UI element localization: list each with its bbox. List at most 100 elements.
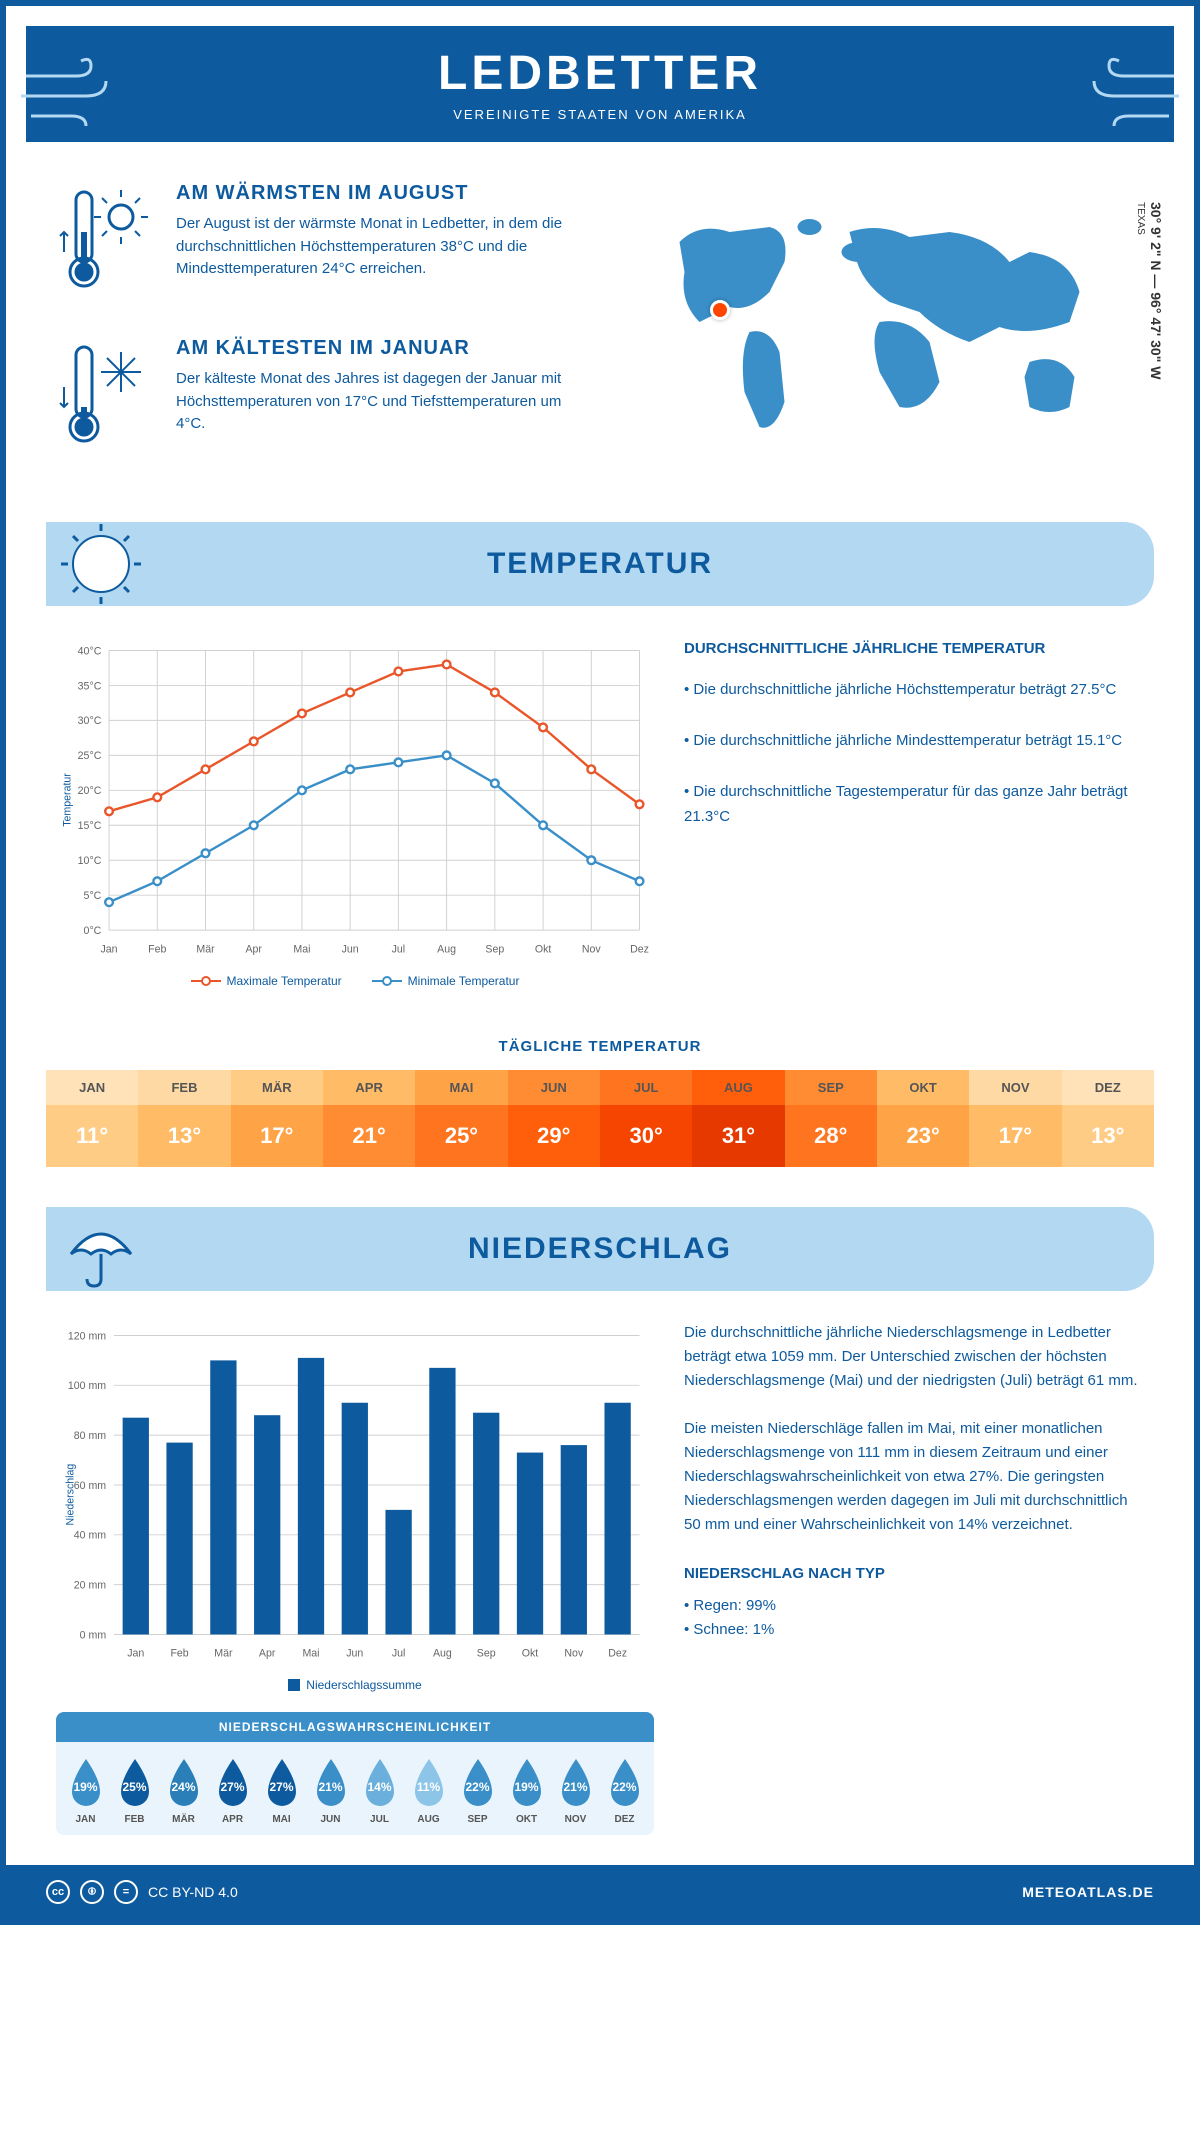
daily-temp-cell: FEB13° <box>138 1070 230 1167</box>
svg-text:Nov: Nov <box>564 1648 584 1660</box>
precip-summary: Die durchschnittliche jährliche Niedersc… <box>684 1321 1144 1835</box>
svg-text:Mai: Mai <box>302 1648 319 1660</box>
svg-text:Jan: Jan <box>127 1648 144 1660</box>
svg-text:0 mm: 0 mm <box>80 1629 107 1641</box>
svg-text:Feb: Feb <box>170 1648 188 1660</box>
probability-drop: 21%NOV <box>551 1757 600 1825</box>
svg-text:5°C: 5°C <box>84 890 102 902</box>
wind-icon-right <box>1064 56 1184 136</box>
main-container: LEDBETTER VEREINIGTE STAATEN VON AMERIKA… <box>0 0 1200 1925</box>
precipitation-probability: NIEDERSCHLAGSWAHRSCHEINLICHKEIT 19%JAN25… <box>56 1712 654 1835</box>
svg-text:Nov: Nov <box>582 943 602 955</box>
daily-temp-cell: MÄR17° <box>231 1070 323 1167</box>
precip-section-header: NIEDERSCHLAG <box>46 1207 1154 1291</box>
svg-text:Okt: Okt <box>535 943 552 955</box>
location-subtitle: VEREINIGTE STAATEN VON AMERIKA <box>46 107 1154 122</box>
temp-summary: DURCHSCHNITTLICHE JÄHRLICHE TEMPERATUR •… <box>684 636 1144 988</box>
svg-text:25°C: 25°C <box>78 750 102 762</box>
svg-text:Mär: Mär <box>214 1648 233 1660</box>
svg-text:Mär: Mär <box>196 943 215 955</box>
daily-temp-table: JAN11°FEB13°MÄR17°APR21°MAI25°JUN29°JUL3… <box>46 1070 1154 1167</box>
precipitation-chart: 0 mm 20 mm 40 mm 60 mm 80 mm 100 mm 120 mm Jan F… <box>56 1321 654 1692</box>
svg-text:10°C: 10°C <box>78 855 102 867</box>
temp-section-header: TEMPERATUR <box>46 522 1154 606</box>
svg-text:Feb: Feb <box>148 943 166 955</box>
svg-text:Sep: Sep <box>477 1648 496 1660</box>
svg-text:20°C: 20°C <box>78 785 102 797</box>
svg-text:Jul: Jul <box>392 1648 406 1660</box>
coldest-text: Der kälteste Monat des Jahres ist dagege… <box>176 368 585 436</box>
svg-text:Mai: Mai <box>293 943 310 955</box>
intro-section: AM WÄRMSTEN IM AUGUST Der August ist der… <box>6 162 1194 522</box>
svg-text:Apr: Apr <box>245 943 262 955</box>
probability-drop: 25%FEB <box>110 1757 159 1825</box>
svg-text:20 mm: 20 mm <box>74 1579 107 1591</box>
warmest-block: AM WÄRMSTEN IM AUGUST Der August ist der… <box>56 182 585 307</box>
svg-text:80 mm: 80 mm <box>74 1430 107 1442</box>
nd-icon: = <box>114 1880 138 1904</box>
daily-temp-title: TÄGLICHE TEMPERATUR <box>6 1038 1194 1055</box>
svg-text:Apr: Apr <box>259 1648 276 1660</box>
svg-text:60 mm: 60 mm <box>74 1480 107 1492</box>
precip-legend: Niederschlagssumme <box>56 1678 654 1692</box>
daily-temp-cell: OKT23° <box>877 1070 969 1167</box>
coldest-title: AM KÄLTESTEN IM JANUAR <box>176 337 585 360</box>
footer: cc 🅯 = CC BY-ND 4.0 METEOATLAS.DE <box>6 1865 1194 1919</box>
svg-text:Aug: Aug <box>437 943 456 955</box>
location-pin <box>710 300 730 320</box>
daily-temp-cell: JUN29° <box>508 1070 600 1167</box>
svg-text:40 mm: 40 mm <box>74 1530 107 1542</box>
probability-drop: 19%OKT <box>502 1757 551 1825</box>
coldest-block: AM KÄLTESTEN IM JANUAR Der kälteste Mona… <box>56 337 585 462</box>
daily-temp-cell: JAN11° <box>46 1070 138 1167</box>
svg-text:100 mm: 100 mm <box>68 1380 106 1392</box>
svg-text:Niederschlag: Niederschlag <box>64 1464 76 1526</box>
site-name: METEOATLAS.DE <box>1022 1884 1154 1900</box>
license: cc 🅯 = CC BY-ND 4.0 <box>46 1880 238 1904</box>
daily-temp-cell: AUG31° <box>692 1070 784 1167</box>
svg-text:Dez: Dez <box>630 943 649 955</box>
svg-text:0°C: 0°C <box>84 925 102 937</box>
svg-text:120 mm: 120 mm <box>68 1330 106 1342</box>
precip-title: NIEDERSCHLAG <box>71 1232 1129 1266</box>
temp-legend: .legend .item:nth-child(1) .line::after{… <box>56 974 654 988</box>
sun-icon <box>56 519 146 609</box>
svg-text:40°C: 40°C <box>78 645 102 657</box>
probability-drop: 24%MÄR <box>159 1757 208 1825</box>
warmest-text: Der August ist der wärmste Monat in Ledb… <box>176 213 585 281</box>
daily-temp-cell: DEZ13° <box>1062 1070 1154 1167</box>
svg-text:15°C: 15°C <box>78 820 102 832</box>
svg-text:Aug: Aug <box>433 1648 452 1660</box>
temp-title: TEMPERATUR <box>71 547 1129 581</box>
probability-drop: 22%DEZ <box>600 1757 649 1825</box>
daily-temp-cell: MAI25° <box>415 1070 507 1167</box>
thermometer-hot-icon <box>56 182 156 307</box>
probability-drop: 22%SEP <box>453 1757 502 1825</box>
svg-text:30°C: 30°C <box>78 715 102 727</box>
svg-text:Jun: Jun <box>346 1648 363 1660</box>
by-icon: 🅯 <box>80 1880 104 1904</box>
svg-text:Jun: Jun <box>342 943 359 955</box>
daily-temp-cell: APR21° <box>323 1070 415 1167</box>
temperature-chart: 0°C 5°C 10°C 15°C 20°C 25°C 30°C 35°C 40°C Jan Feb… <box>56 636 654 988</box>
svg-text:Dez: Dez <box>608 1648 627 1660</box>
svg-text:Okt: Okt <box>522 1648 539 1660</box>
svg-text:35°C: 35°C <box>78 680 102 692</box>
location-title: LEDBETTER <box>46 46 1154 101</box>
cc-icon: cc <box>46 1880 70 1904</box>
umbrella-icon <box>56 1204 146 1294</box>
thermometer-cold-icon <box>56 337 156 462</box>
svg-text:Jan: Jan <box>101 943 118 955</box>
probability-drop: 27%MAI <box>257 1757 306 1825</box>
warmest-title: AM WÄRMSTEN IM AUGUST <box>176 182 585 205</box>
svg-text:Sep: Sep <box>485 943 504 955</box>
daily-temp-cell: NOV17° <box>969 1070 1061 1167</box>
world-map <box>615 182 1144 462</box>
probability-drop: 21%JUN <box>306 1757 355 1825</box>
daily-temp-cell: JUL30° <box>600 1070 692 1167</box>
daily-temp-cell: SEP28° <box>785 1070 877 1167</box>
svg-text:Jul: Jul <box>392 943 406 955</box>
probability-drop: 11%AUG <box>404 1757 453 1825</box>
probability-drop: 27%APR <box>208 1757 257 1825</box>
svg-text:Temperatur: Temperatur <box>61 773 73 827</box>
